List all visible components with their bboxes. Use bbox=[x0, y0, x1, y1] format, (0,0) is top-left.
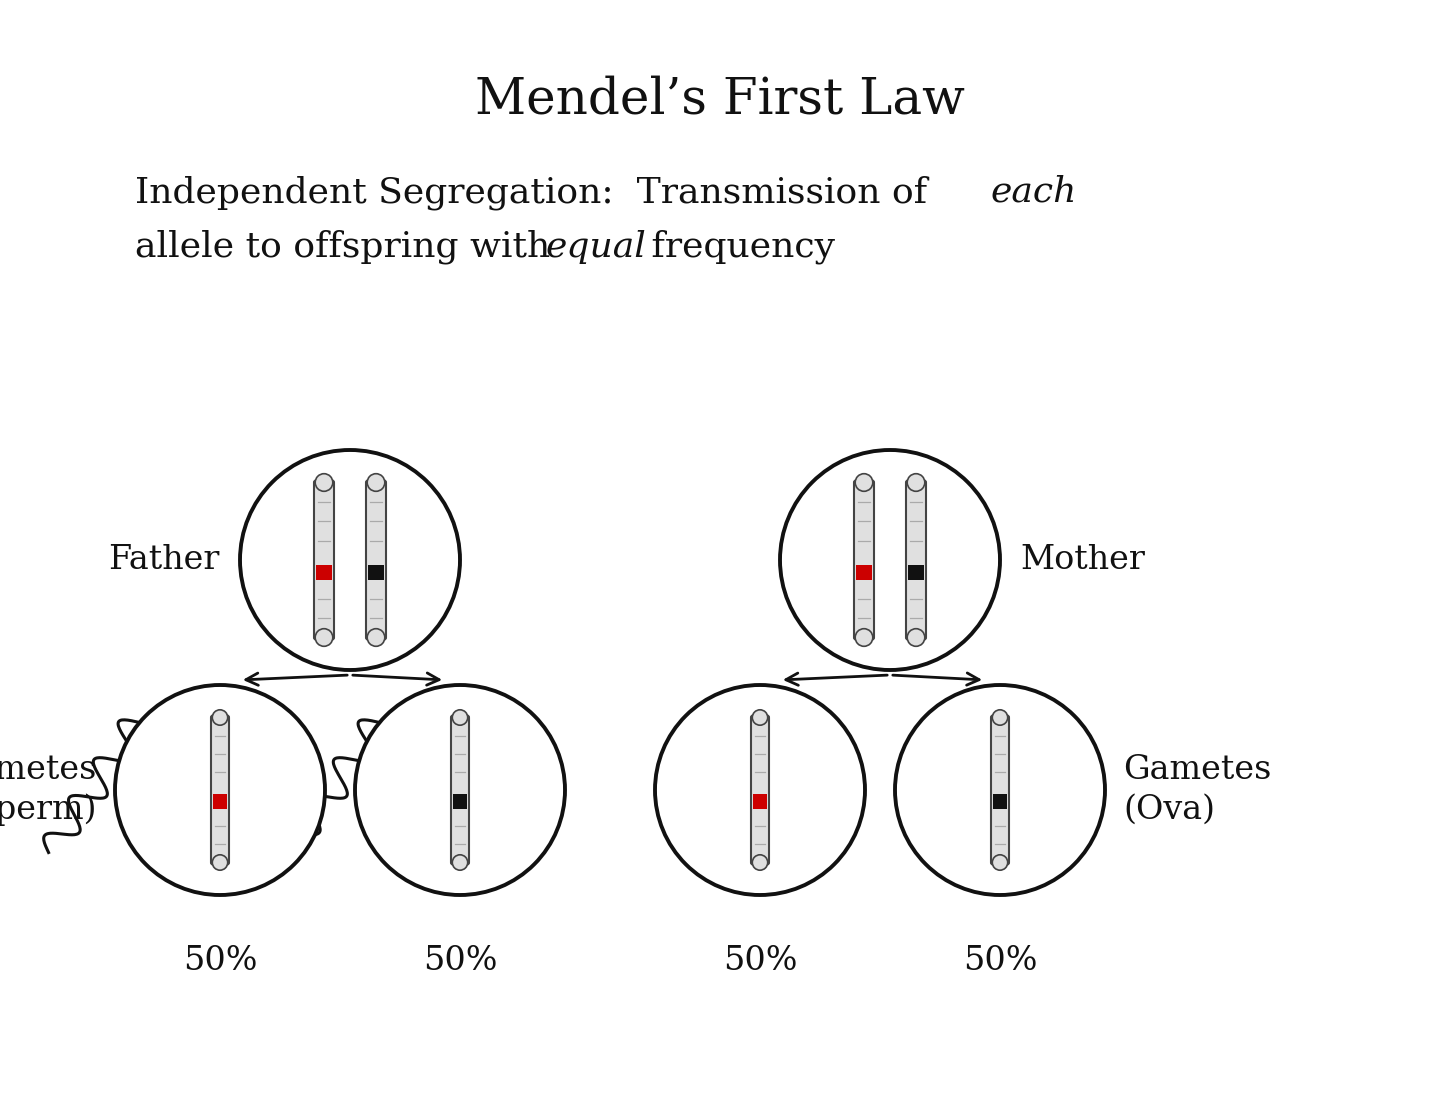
Circle shape bbox=[315, 629, 333, 647]
Text: 50%: 50% bbox=[723, 945, 798, 977]
Circle shape bbox=[115, 685, 325, 895]
FancyBboxPatch shape bbox=[451, 715, 469, 864]
FancyBboxPatch shape bbox=[314, 480, 334, 640]
FancyBboxPatch shape bbox=[854, 480, 874, 640]
FancyBboxPatch shape bbox=[366, 480, 386, 640]
Bar bbox=[994, 794, 1007, 809]
Bar bbox=[753, 794, 768, 809]
Text: Independent Segregation:  Transmission of: Independent Segregation: Transmission of bbox=[135, 176, 939, 210]
Circle shape bbox=[655, 685, 865, 895]
FancyBboxPatch shape bbox=[906, 480, 926, 640]
Text: 50%: 50% bbox=[183, 945, 258, 977]
Bar bbox=[855, 564, 873, 580]
Bar bbox=[454, 794, 467, 809]
Circle shape bbox=[752, 854, 768, 870]
Circle shape bbox=[992, 710, 1008, 725]
FancyBboxPatch shape bbox=[212, 715, 229, 864]
Circle shape bbox=[907, 629, 924, 647]
Bar bbox=[213, 794, 228, 809]
Text: Father: Father bbox=[108, 544, 220, 575]
Text: equal: equal bbox=[544, 230, 645, 264]
Bar bbox=[315, 564, 333, 580]
Circle shape bbox=[780, 450, 999, 670]
Text: frequency: frequency bbox=[639, 230, 835, 264]
Circle shape bbox=[315, 473, 333, 491]
Circle shape bbox=[367, 629, 384, 647]
Circle shape bbox=[367, 473, 384, 491]
Text: 50%: 50% bbox=[963, 945, 1037, 977]
Circle shape bbox=[240, 450, 459, 670]
Circle shape bbox=[992, 854, 1008, 870]
Circle shape bbox=[855, 629, 873, 647]
Circle shape bbox=[855, 473, 873, 491]
Text: allele to offspring with: allele to offspring with bbox=[135, 230, 562, 264]
Circle shape bbox=[452, 854, 468, 870]
Circle shape bbox=[212, 854, 228, 870]
FancyBboxPatch shape bbox=[752, 715, 769, 864]
Bar bbox=[909, 564, 924, 580]
Circle shape bbox=[452, 710, 468, 725]
Text: Mother: Mother bbox=[1020, 544, 1145, 575]
Text: Mendel’s First Law: Mendel’s First Law bbox=[475, 76, 965, 124]
Bar bbox=[369, 564, 384, 580]
Circle shape bbox=[356, 685, 564, 895]
Circle shape bbox=[752, 710, 768, 725]
Text: each: each bbox=[991, 176, 1076, 209]
FancyBboxPatch shape bbox=[991, 715, 1009, 864]
Circle shape bbox=[907, 473, 924, 491]
Circle shape bbox=[896, 685, 1104, 895]
Text: Gametes
(Sperm): Gametes (Sperm) bbox=[0, 754, 96, 827]
Circle shape bbox=[212, 710, 228, 725]
Text: Gametes
(Ova): Gametes (Ova) bbox=[1123, 754, 1272, 825]
Text: 50%: 50% bbox=[423, 945, 497, 977]
